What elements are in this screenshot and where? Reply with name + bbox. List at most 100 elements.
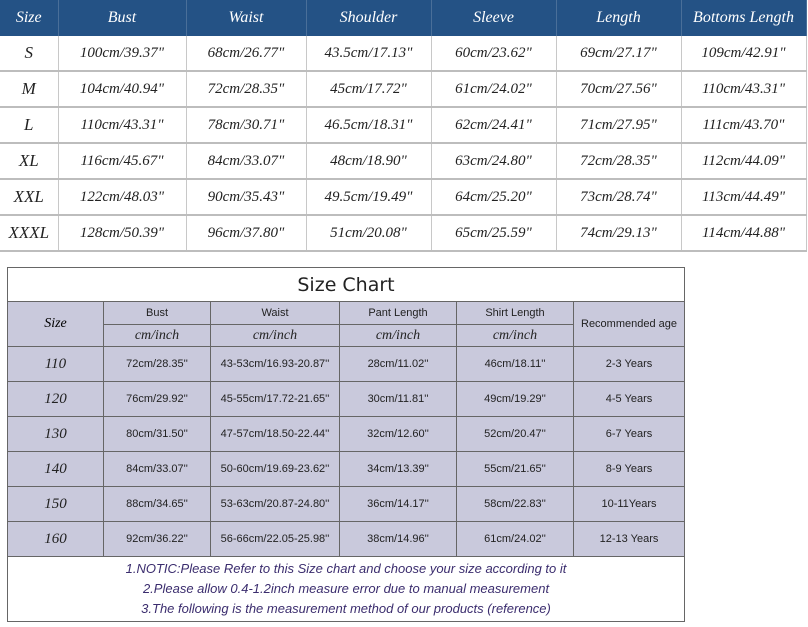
table-cell: 10-11Years: [572, 486, 686, 522]
note-2: 2.Please allow 0.4-1.2inch measure error…: [142, 581, 550, 596]
table-cell: 12-13 Years: [572, 521, 686, 557]
column-header: Waist: [210, 301, 340, 325]
size-cell: L: [0, 107, 59, 144]
table-cell: 96cm/37.80": [186, 215, 307, 252]
column-header: Bust: [58, 0, 187, 36]
column-header: Shoulder: [306, 0, 432, 36]
table-row: 160 92cm/36.22'' 56-66cm/22.05-25.98'' 38cm…: [7, 521, 686, 557]
column-header: Bust: [103, 301, 211, 325]
table-cell: 6-7 Years: [572, 416, 686, 452]
kids-size-table: Size Chart Size Bust Waist Pant Length Shir…: [6, 267, 686, 622]
table-cell: 104cm/40.94": [58, 71, 187, 108]
table-cell: 70cm/27.56": [556, 71, 682, 108]
size-chart-title: Size Chart: [6, 267, 686, 302]
table-row: XXL 122cm/48.03" 90cm/35.43" 49.5cm/19.49" 6…: [0, 179, 807, 216]
size-cell: 120: [7, 381, 104, 417]
table-cell: 52cm/20.47'': [456, 416, 574, 452]
table-cell: 65cm/25.59": [431, 215, 557, 252]
table-cell: 43.5cm/17.13": [306, 36, 432, 72]
column-header: Bottoms Length: [681, 0, 807, 36]
table-cell: 56-66cm/22.05-25.98'': [210, 521, 340, 557]
table-cell: 84cm/33.07'': [103, 451, 211, 487]
table-cell: 36cm/14.17'': [339, 486, 457, 522]
table-cell: 64cm/25.20": [431, 179, 557, 216]
adult-size-table: Size Bust Waist Shoulder Sleeve Length Bottoms…: [0, 0, 807, 252]
table-cell: 72cm/28.35": [556, 143, 682, 180]
size-cell: 160: [7, 521, 104, 557]
table-cell: 32cm/12.60'': [339, 416, 457, 452]
table-row: 120 76cm/29.92'' 45-55cm/17.72-21.65'' 30cm…: [7, 381, 686, 417]
note-1: 1.NOTIC:Please Refer to this Size chart …: [125, 561, 567, 576]
table-cell: 48cm/18.90": [306, 143, 432, 180]
table-cell: 47-57cm/18.50-22.44'': [210, 416, 340, 452]
table-cell: 112cm/44.09": [681, 143, 807, 180]
table-row: XL 116cm/45.67" 84cm/33.07" 48cm/18.90" 63cm…: [0, 143, 807, 180]
size-cell: S: [0, 36, 59, 72]
table-cell: 53-63cm/20.87-24.80'': [210, 486, 340, 522]
table-cell: 28cm/11.02'': [339, 346, 457, 382]
table-cell: 2-3 Years: [572, 346, 686, 382]
table-cell: 73cm/28.74": [556, 179, 682, 216]
table-cell: 58cm/22.83'': [456, 486, 574, 522]
table-cell: 72cm/28.35": [186, 71, 307, 108]
table-cell: 76cm/29.92'': [103, 381, 211, 417]
table-cell: 74cm/29.13": [556, 215, 682, 252]
table-cell: 34cm/13.39'': [339, 451, 457, 487]
table-cell: 71cm/27.95": [556, 107, 682, 144]
table-cell: 122cm/48.03": [58, 179, 187, 216]
size-cell: 130: [7, 416, 104, 452]
size-cell: XXL: [0, 179, 59, 216]
table-cell: 55cm/21.65'': [456, 451, 574, 487]
size-header: Size: [7, 301, 104, 347]
table-row: 140 84cm/33.07'' 50-60cm/19.69-23.62'' 34cm…: [7, 451, 686, 487]
table-cell: 80cm/31.50'': [103, 416, 211, 452]
table-cell: 49cm/19.29'': [456, 381, 574, 417]
column-header: Waist: [186, 0, 307, 36]
table-cell: 4-5 Years: [572, 381, 686, 417]
table-cell: 92cm/36.22'': [103, 521, 211, 557]
unit-label: cm/inch: [456, 324, 574, 347]
unit-label: cm/inch: [103, 324, 211, 347]
table-row: XXXL 128cm/50.39" 96cm/37.80" 51cm/20.08" 65…: [0, 215, 807, 252]
table-cell: 8-9 Years: [572, 451, 686, 487]
size-cell: 140: [7, 451, 104, 487]
table-cell: 116cm/45.67": [58, 143, 187, 180]
table-cell: 88cm/34.65'': [103, 486, 211, 522]
table-cell: 50-60cm/19.69-23.62'': [210, 451, 340, 487]
column-header: Length: [556, 0, 682, 36]
size-cell: XL: [0, 143, 59, 180]
table-cell: 51cm/20.08": [306, 215, 432, 252]
table-row: M 104cm/40.94" 72cm/28.35" 45cm/17.72" 61cm/…: [0, 71, 807, 108]
table-cell: 111cm/43.70": [681, 107, 807, 144]
table-row: 110 72cm/28.35'' 43-53cm/16.93-20.87'' 28cm…: [7, 346, 686, 382]
table-row: S 100cm/39.37" 68cm/26.77" 43.5cm/17.13" 60c…: [0, 36, 807, 72]
table-cell: 110cm/43.31": [58, 107, 187, 144]
table-cell: 114cm/44.88": [681, 215, 807, 252]
table-cell: 100cm/39.37": [58, 36, 187, 72]
table-cell: 68cm/26.77": [186, 36, 307, 72]
size-cell: XXXL: [0, 215, 59, 252]
size-cell: 150: [7, 486, 104, 522]
table-cell: 63cm/24.80": [431, 143, 557, 180]
table-row: L 110cm/43.31" 78cm/30.71" 46.5cm/18.31" 62c…: [0, 107, 807, 144]
column-header: Sleeve: [431, 0, 557, 36]
column-header: Size: [0, 0, 59, 36]
table-cell: 78cm/30.71": [186, 107, 307, 144]
table-cell: 46.5cm/18.31": [306, 107, 432, 144]
table-cell: 128cm/50.39": [58, 215, 187, 252]
table-cell: 109cm/42.91": [681, 36, 807, 72]
age-header: Recommended age: [572, 301, 686, 347]
table-cell: 113cm/44.49": [681, 179, 807, 216]
unit-label: cm/inch: [210, 324, 340, 347]
table-cell: 30cm/11.81'': [339, 381, 457, 417]
note-3: 3.The following is the measurement metho…: [141, 601, 551, 616]
table-cell: 69cm/27.17": [556, 36, 682, 72]
table-cell: 62cm/24.41": [431, 107, 557, 144]
table-cell: 90cm/35.43": [186, 179, 307, 216]
size-cell: M: [0, 71, 59, 108]
table-cell: 43-53cm/16.93-20.87'': [210, 346, 340, 382]
table-cell: 45-55cm/17.72-21.65'': [210, 381, 340, 417]
table-row: 150 88cm/34.65'' 53-63cm/20.87-24.80'' 36cm…: [7, 486, 686, 522]
size-cell: 110: [7, 346, 104, 382]
header-row: Size Bust Waist Shoulder Sleeve Length Bottoms…: [0, 0, 807, 36]
